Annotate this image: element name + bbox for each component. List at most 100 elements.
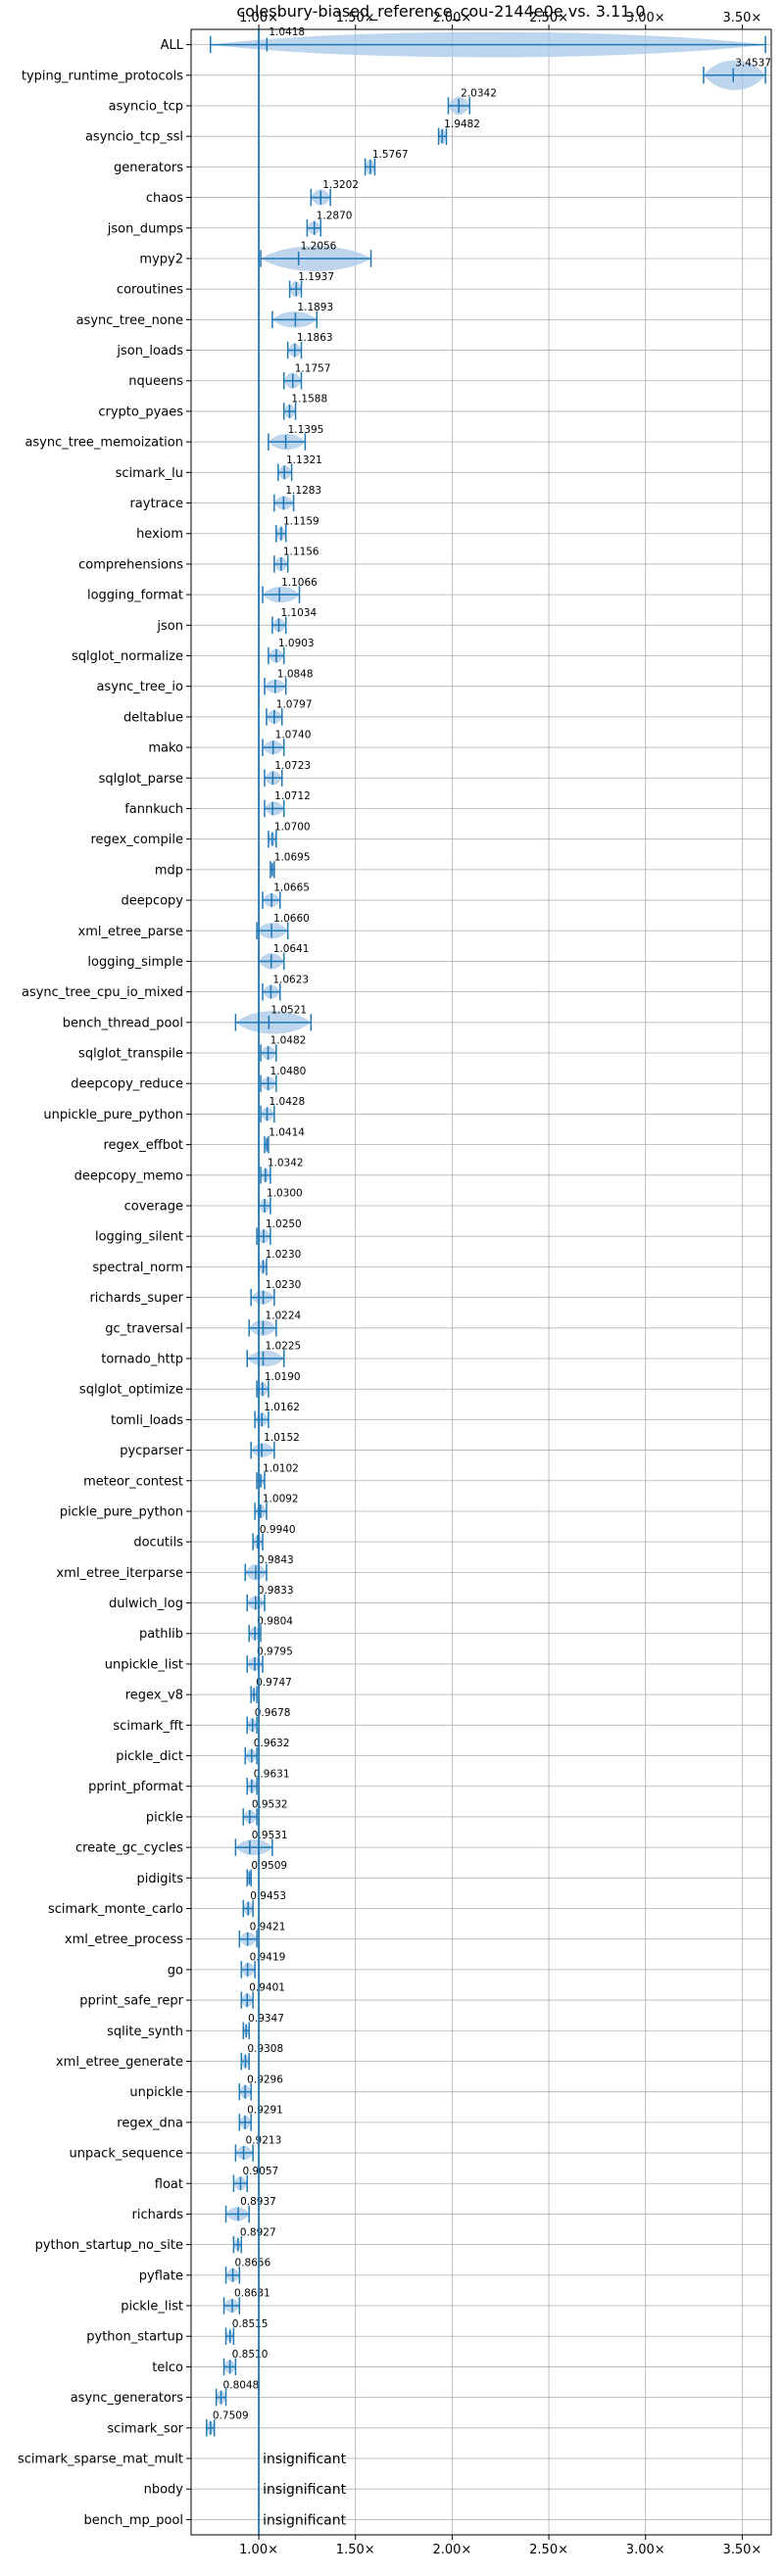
value-label: 0.9453	[250, 1890, 286, 1902]
value-label: 0.9833	[258, 1585, 294, 1597]
value-label: 1.0092	[263, 1494, 299, 1505]
y-tick-label: unpickle_list	[105, 1657, 183, 1672]
value-label: 1.0230	[266, 1249, 302, 1261]
value-label: 1.0414	[269, 1126, 305, 1138]
y-tick-label: raytrace	[129, 497, 183, 511]
violin-marks: 1.0418 3.4537 2.0342 1.9482 1.5767 1.3202 1.28…	[206, 26, 771, 2528]
y-tick-label: mypy2	[139, 252, 183, 266]
value-label: 1.0300	[267, 1188, 303, 1200]
y-tick-label: float	[155, 2177, 183, 2192]
value-label: 0.9509	[251, 1860, 287, 1872]
x-tick-label-bottom: 3.00×	[626, 2543, 665, 2557]
value-label: 0.8656	[235, 2257, 271, 2268]
y-tick-label: pathlib	[139, 1627, 183, 1642]
y-tick-label: xml_etree_process	[65, 1932, 183, 1947]
value-label: 1.3202	[322, 179, 359, 191]
x-tick-label-top: 1.50×	[336, 11, 375, 25]
y-tick-label: deepcopy	[121, 894, 183, 909]
y-tick-label: asyncio_tcp	[109, 99, 183, 114]
y-tick-label: chaos	[146, 191, 183, 206]
x-tick-label-top: 3.00×	[626, 11, 665, 25]
y-tick-label: pickle	[146, 1810, 183, 1825]
value-label: 0.8515	[232, 2318, 269, 2330]
y-tick-label: xml_etree_generate	[56, 2055, 183, 2070]
y-tick-label: create_gc_cycles	[75, 1841, 183, 1856]
y-tick-label: hexiom	[136, 527, 183, 542]
y-tick-label: coverage	[124, 1200, 183, 1215]
value-label: 0.9057	[242, 2166, 278, 2177]
y-tick-label: scimark_sor	[107, 2421, 183, 2436]
value-label: 0.9347	[248, 2013, 284, 2025]
value-label: 1.0482	[270, 1035, 307, 1047]
value-label: 0.9747	[256, 1677, 292, 1689]
value-label: 1.0848	[277, 668, 314, 680]
y-tick-label: sqlglot_parse	[99, 772, 183, 787]
y-tick-label: unpickle	[129, 2085, 183, 2100]
y-tick-label: tornado_http	[101, 1352, 183, 1366]
y-tick-label: json	[156, 619, 183, 634]
y-tick-label: richards_super	[89, 1291, 183, 1306]
y-tick-label: nbody	[144, 2483, 184, 2498]
y-tick-label: generators	[114, 161, 183, 175]
y-tick-label: go	[168, 1963, 183, 1978]
value-label: 0.8631	[234, 2288, 270, 2300]
y-tick-label: richards	[132, 2208, 184, 2222]
value-label: 1.0660	[273, 913, 310, 925]
value-label: 1.0695	[274, 852, 311, 864]
y-tick-label: ALL	[161, 38, 184, 53]
x-tick-label-bottom: 3.50×	[722, 2543, 761, 2557]
x-tick-label-bottom: 1.50×	[336, 2543, 375, 2557]
y-tick-label: json_loads	[116, 344, 183, 358]
y-tick-label: pycparser	[120, 1444, 183, 1458]
y-tick-label: async_tree_memoization	[24, 436, 183, 451]
value-label: 1.1937	[298, 271, 334, 283]
y-axis-ticks: ALL typing_runtime_protocols asyncio_tcpas…	[18, 38, 191, 2528]
y-tick-label: pyflate	[139, 2268, 183, 2283]
value-label: 1.0712	[274, 790, 311, 802]
y-tick-label: xml_etree_parse	[78, 925, 183, 939]
y-tick-label: unpickle_pure_python	[43, 1108, 183, 1122]
value-label: 1.0162	[264, 1402, 300, 1413]
y-tick-label: scimark_lu	[116, 466, 183, 481]
value-label: 1.1066	[281, 577, 318, 589]
y-tick-label: pickle_dict	[116, 1749, 183, 1764]
value-label: 0.9421	[250, 1921, 286, 1932]
y-tick-label: sqlglot_transpile	[78, 1047, 183, 1062]
y-tick-label: spectral_norm	[92, 1261, 183, 1275]
value-label: 0.9401	[249, 1982, 285, 1994]
value-label: 0.9795	[257, 1646, 293, 1658]
value-label: 3.4537	[735, 57, 771, 69]
x-tick-label-top: 1.00×	[239, 11, 278, 25]
value-label: 0.9291	[247, 2105, 283, 2117]
value-label: 1.0418	[269, 26, 305, 38]
x-axis-ticks: 1.00× 1.00× 1.50× 1.50× 2.00× 2.00× 2.50× 2.50×…	[239, 11, 761, 2557]
y-tick-label: python_startup	[86, 2330, 183, 2345]
y-tick-label: async_tree_none	[76, 313, 183, 328]
y-tick-label: deepcopy_reduce	[71, 1077, 183, 1092]
value-label: 1.9482	[444, 119, 480, 130]
insignificant-label: insignificant	[263, 2512, 347, 2528]
y-tick-label: tomli_loads	[111, 1413, 183, 1428]
y-tick-label: async_tree_io	[96, 680, 183, 694]
value-label: 0.9804	[257, 1615, 293, 1627]
y-tick-label: xml_etree_iterparse	[56, 1566, 183, 1581]
y-tick-label: comprehensions	[78, 557, 183, 572]
value-label: 1.1588	[291, 394, 327, 405]
y-tick-label: bench_thread_pool	[63, 1016, 183, 1030]
y-tick-label: scimark_monte_carlo	[48, 1902, 183, 1917]
y-tick-label: docutils	[133, 1536, 183, 1550]
value-label: 1.0700	[274, 821, 311, 833]
y-tick-label: logging_silent	[95, 1230, 183, 1245]
y-tick-label: fannkuch	[124, 802, 183, 817]
y-tick-label: python_startup_no_site	[35, 2238, 183, 2253]
x-tick-label-bottom: 2.00×	[432, 2543, 471, 2557]
value-label: 1.1757	[295, 362, 331, 374]
y-tick-label: async_tree_cpu_io_mixed	[22, 985, 183, 1000]
y-tick-label: mdp	[155, 863, 183, 878]
y-tick-label: regex_v8	[125, 1689, 183, 1703]
value-label: 1.0224	[265, 1310, 301, 1321]
value-label: 2.0342	[461, 88, 497, 100]
value-label: 0.9531	[252, 1830, 288, 1841]
value-label: 0.9843	[258, 1554, 294, 1566]
y-tick-label: pprint_safe_repr	[79, 1994, 183, 2009]
